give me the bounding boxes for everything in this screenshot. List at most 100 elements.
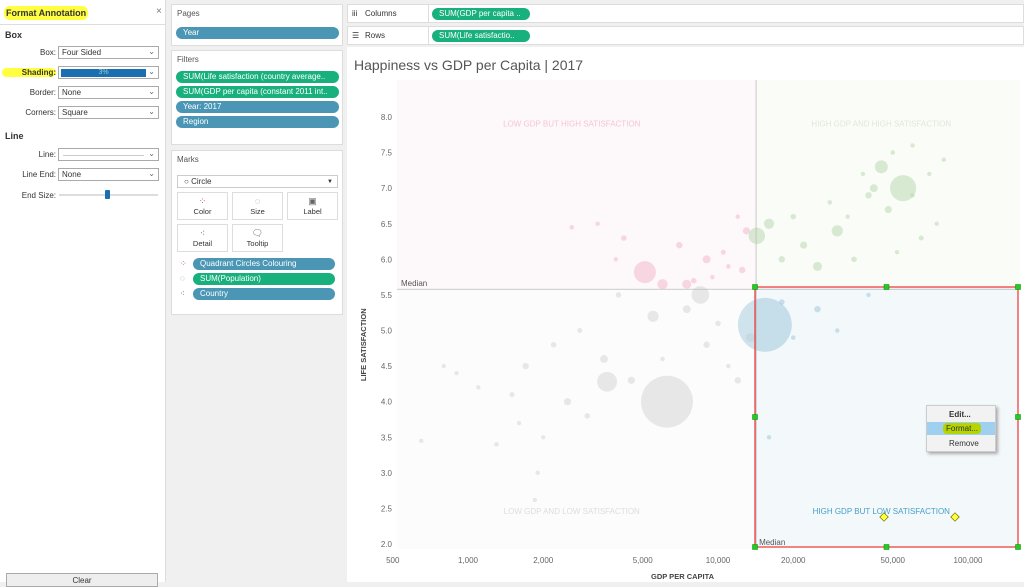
menu-item-format[interactable]: Format... [927, 422, 995, 435]
data-point [720, 249, 726, 255]
data-point [691, 286, 710, 304]
data-point [660, 356, 665, 362]
mark-type-select[interactable]: ○ Circle ▼ [177, 175, 338, 188]
data-point [800, 241, 808, 249]
label-label: Label [303, 207, 322, 216]
columns-icon: iii [352, 9, 358, 18]
context-menu: Edit... Format... Remove [926, 405, 996, 452]
size-button[interactable]: ◌ Size [232, 192, 283, 220]
box-value: Four Sided [62, 48, 102, 57]
resize-handle [752, 284, 758, 290]
quadrant-bg-tl [397, 80, 757, 290]
data-point [535, 470, 540, 476]
y-tick-label: 7.0 [381, 184, 393, 193]
data-point [584, 413, 591, 419]
line-select[interactable]: ⌄ [58, 148, 159, 161]
y-tick-label: 3.0 [381, 469, 393, 478]
marks-pill-country[interactable]: Country [193, 288, 335, 300]
clear-button[interactable]: Clear [6, 573, 158, 587]
data-point [735, 214, 740, 219]
marks-pill-population[interactable]: SUM(Population) [193, 273, 335, 285]
data-point [739, 266, 746, 274]
y-tick-label: 4.5 [381, 362, 393, 371]
border-select[interactable]: None ⌄ [58, 86, 159, 99]
x-tick-label: 1,000 [458, 556, 479, 565]
data-point [737, 297, 792, 352]
line-section-heading: Line [5, 131, 24, 141]
rows-pill[interactable]: SUM(Life satisfactio.. [432, 30, 530, 42]
panel-title: Format Annotation [4, 6, 89, 20]
border-label: Border: [29, 88, 56, 97]
data-point [835, 328, 840, 333]
data-point [441, 363, 446, 369]
end-size-slider[interactable] [59, 190, 158, 199]
data-point [682, 279, 692, 289]
size-label: Size [250, 207, 265, 216]
end-size-label: End Size: [21, 191, 56, 200]
corners-value: Square [62, 108, 88, 117]
data-point [726, 264, 731, 269]
data-point [710, 274, 715, 280]
columns-pill[interactable]: SUM(GDP per capita .. [432, 8, 530, 20]
line-end-value: None [62, 170, 82, 179]
chevron-down-icon: ⌄ [148, 47, 155, 56]
data-point [910, 143, 915, 148]
quadrant-label-tr: HIGH GDP AND HIGH SATISFACTION [811, 119, 951, 128]
line-end-label: Line End: [22, 170, 56, 179]
data-point [778, 256, 786, 263]
tooltip-button[interactable]: 🗨 Tooltip [232, 224, 283, 252]
resize-handle [1015, 544, 1021, 550]
marks-card: Marks ○ Circle ▼ ⁘ Color ◌ Size ▣ Label ⁖ Det… [171, 150, 343, 315]
line-end-select[interactable]: None ⌄ [58, 168, 159, 181]
label-button[interactable]: ▣ Label [287, 192, 338, 220]
y-tick-label: 5.5 [381, 291, 393, 300]
shading-value: 3% [61, 69, 146, 77]
filter-pill-life[interactable]: SUM(Life satisfaction (country average.. [176, 71, 339, 83]
y-tick-label: 6.0 [381, 255, 393, 264]
close-icon[interactable]: × [156, 6, 162, 17]
quadrant-label-tl: LOW GDP BUT HIGH SATISFACTION [503, 119, 641, 128]
filter-pill-gdp[interactable]: SUM(GDP per capita (constant 2011 int.. [176, 86, 339, 98]
data-point [869, 184, 878, 193]
data-point [597, 371, 618, 392]
slider-thumb[interactable] [105, 190, 110, 199]
data-point [577, 328, 583, 334]
pages-card: Pages Year [171, 4, 343, 46]
data-point [890, 150, 896, 155]
pages-title: Pages [177, 9, 200, 18]
x-tick-label: 10,000 [706, 556, 731, 565]
data-point [934, 221, 939, 226]
menu-item-remove[interactable]: Remove [949, 439, 979, 448]
y-tick-label: 6.5 [381, 220, 393, 229]
data-point [615, 292, 622, 298]
data-point [865, 192, 872, 199]
data-point [516, 420, 522, 426]
corners-select[interactable]: Square ⌄ [58, 106, 159, 119]
box-section-heading: Box [5, 30, 23, 40]
size-icon: ◌ [180, 274, 185, 283]
data-point [941, 157, 946, 162]
columns-shelf[interactable]: iii Columns SUM(GDP per capita .. [347, 4, 1024, 23]
detail-button[interactable]: ⁖ Detail [177, 224, 228, 252]
menu-item-edit[interactable]: Edit... [949, 410, 971, 419]
filter-pill-region[interactable]: Region [176, 116, 339, 128]
data-point [627, 376, 635, 384]
chevron-down-icon: ⌄ [148, 67, 155, 76]
pages-pill-year[interactable]: Year [176, 27, 339, 39]
data-point [910, 193, 915, 198]
marks-pill-quadrant-colouring[interactable]: Quadrant Circles Colouring [193, 258, 335, 270]
data-point [874, 160, 888, 174]
rows-shelf[interactable]: ☰ Rows SUM(Life satisfactio.. [347, 26, 1024, 45]
data-point [703, 341, 710, 348]
filter-pill-year[interactable]: Year: 2017 [176, 101, 339, 113]
data-point [476, 385, 481, 390]
data-point [595, 221, 600, 226]
box-select[interactable]: Four Sided ⌄ [58, 46, 159, 59]
shading-select[interactable]: 3% ⌄ [58, 66, 159, 79]
shading-label: Shading: [2, 68, 56, 77]
color-button[interactable]: ⁘ Color [177, 192, 228, 220]
data-point [494, 442, 499, 447]
x-tick-label: 20,000 [781, 556, 806, 565]
data-point [550, 341, 557, 348]
quadrant-bg-bl [397, 289, 757, 549]
